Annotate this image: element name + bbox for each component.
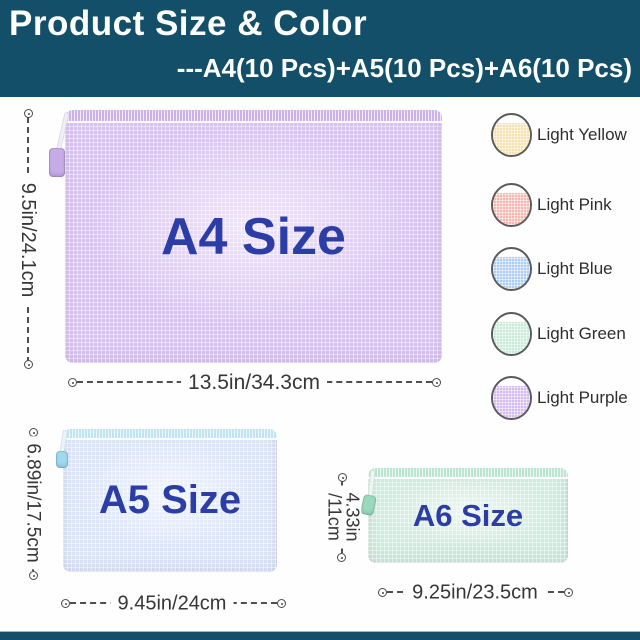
color-swatch-light-blue-fill [493, 257, 530, 289]
bag-a6-mesh-texture [368, 468, 568, 563]
footer-bar [0, 631, 640, 640]
color-swatch-light-pink-label: Light Pink [537, 195, 612, 214]
dim-a5-height-label: 6.89in/17.5cm [23, 436, 44, 570]
dim-a4-width-endpoint-left [68, 378, 77, 387]
bag-a4-size-label: A4 Size [161, 207, 346, 266]
bag-a5-mesh-texture [63, 429, 277, 572]
dim-a6-height-endpoint-bottom [337, 553, 346, 562]
bag-a5-zipper-strip [63, 429, 277, 440]
bag-a5-size-label: A5 Size [98, 478, 242, 522]
color-swatch-light-blue [491, 247, 532, 291]
color-swatch-light-purple [491, 376, 532, 420]
dim-a4-height-label: 9.5in/24.1cm [17, 175, 39, 305]
dim-a4-width-endpoint-right [432, 378, 441, 387]
dim-a4-height-endpoint-top [24, 109, 33, 118]
color-swatch-light-green [491, 312, 532, 356]
color-swatch-light-pink [491, 183, 532, 227]
bag-a6-size-label: A6 Size [412, 497, 524, 533]
bag-a5-zipper-pull [56, 451, 68, 468]
dim-a5-width-endpoint-right [277, 599, 286, 608]
dim-a4-width-label: 13.5in/34.3cm [181, 371, 327, 395]
bag-a6-zipper-strip [368, 468, 568, 479]
color-swatch-light-green-fill [493, 322, 530, 354]
bag-a4-mesh-texture [65, 110, 442, 363]
bag-a4: A4 Size [65, 110, 442, 363]
color-swatch-light-purple-label: Light Purple [537, 388, 628, 407]
bag-a5: A5 Size [63, 429, 277, 572]
dim-a6-width-endpoint-right [564, 588, 573, 597]
dim-a6-height-label: 4.33in /11cm [324, 485, 363, 549]
dim-a6-height-label-line1: 4.33in [342, 492, 363, 542]
header-banner: Product Size & Color ---A4(10 Pcs)+A5(10… [0, 0, 640, 97]
dim-a4-height-endpoint-bottom [24, 360, 33, 369]
dim-a5-width-label: 9.45in/24cm [110, 592, 234, 616]
color-swatch-light-purple-fill [493, 386, 530, 418]
color-swatch-light-green-label: Light Green [537, 324, 626, 343]
bag-a6: A6 Size [368, 468, 568, 563]
color-swatch-light-yellow-fill [493, 123, 530, 155]
dim-a6-width-endpoint-left [378, 588, 387, 597]
dim-a5-height-endpoint-bottom [29, 571, 38, 580]
color-swatch-light-yellow-label: Light Yellow [537, 125, 627, 144]
bag-a4-zipper-pull [49, 148, 65, 177]
dim-a5-width-endpoint-left [61, 599, 70, 608]
page-title: Product Size & Color [9, 4, 368, 43]
color-swatch-light-pink-fill [493, 193, 530, 225]
dim-a6-height-label-line2: /11cm [324, 493, 344, 541]
color-swatch-light-blue-label: Light Blue [537, 259, 613, 278]
dim-a6-height-endpoint-top [338, 473, 347, 482]
dim-a6-width-label: 9.25in/23.5cm [405, 581, 545, 605]
bag-a4-zipper-strip [65, 110, 442, 123]
page-subtitle: ---A4(10 Pcs)+A5(10 Pcs)+A6(10 Pcs) [176, 53, 632, 83]
color-swatch-light-yellow [491, 113, 532, 157]
